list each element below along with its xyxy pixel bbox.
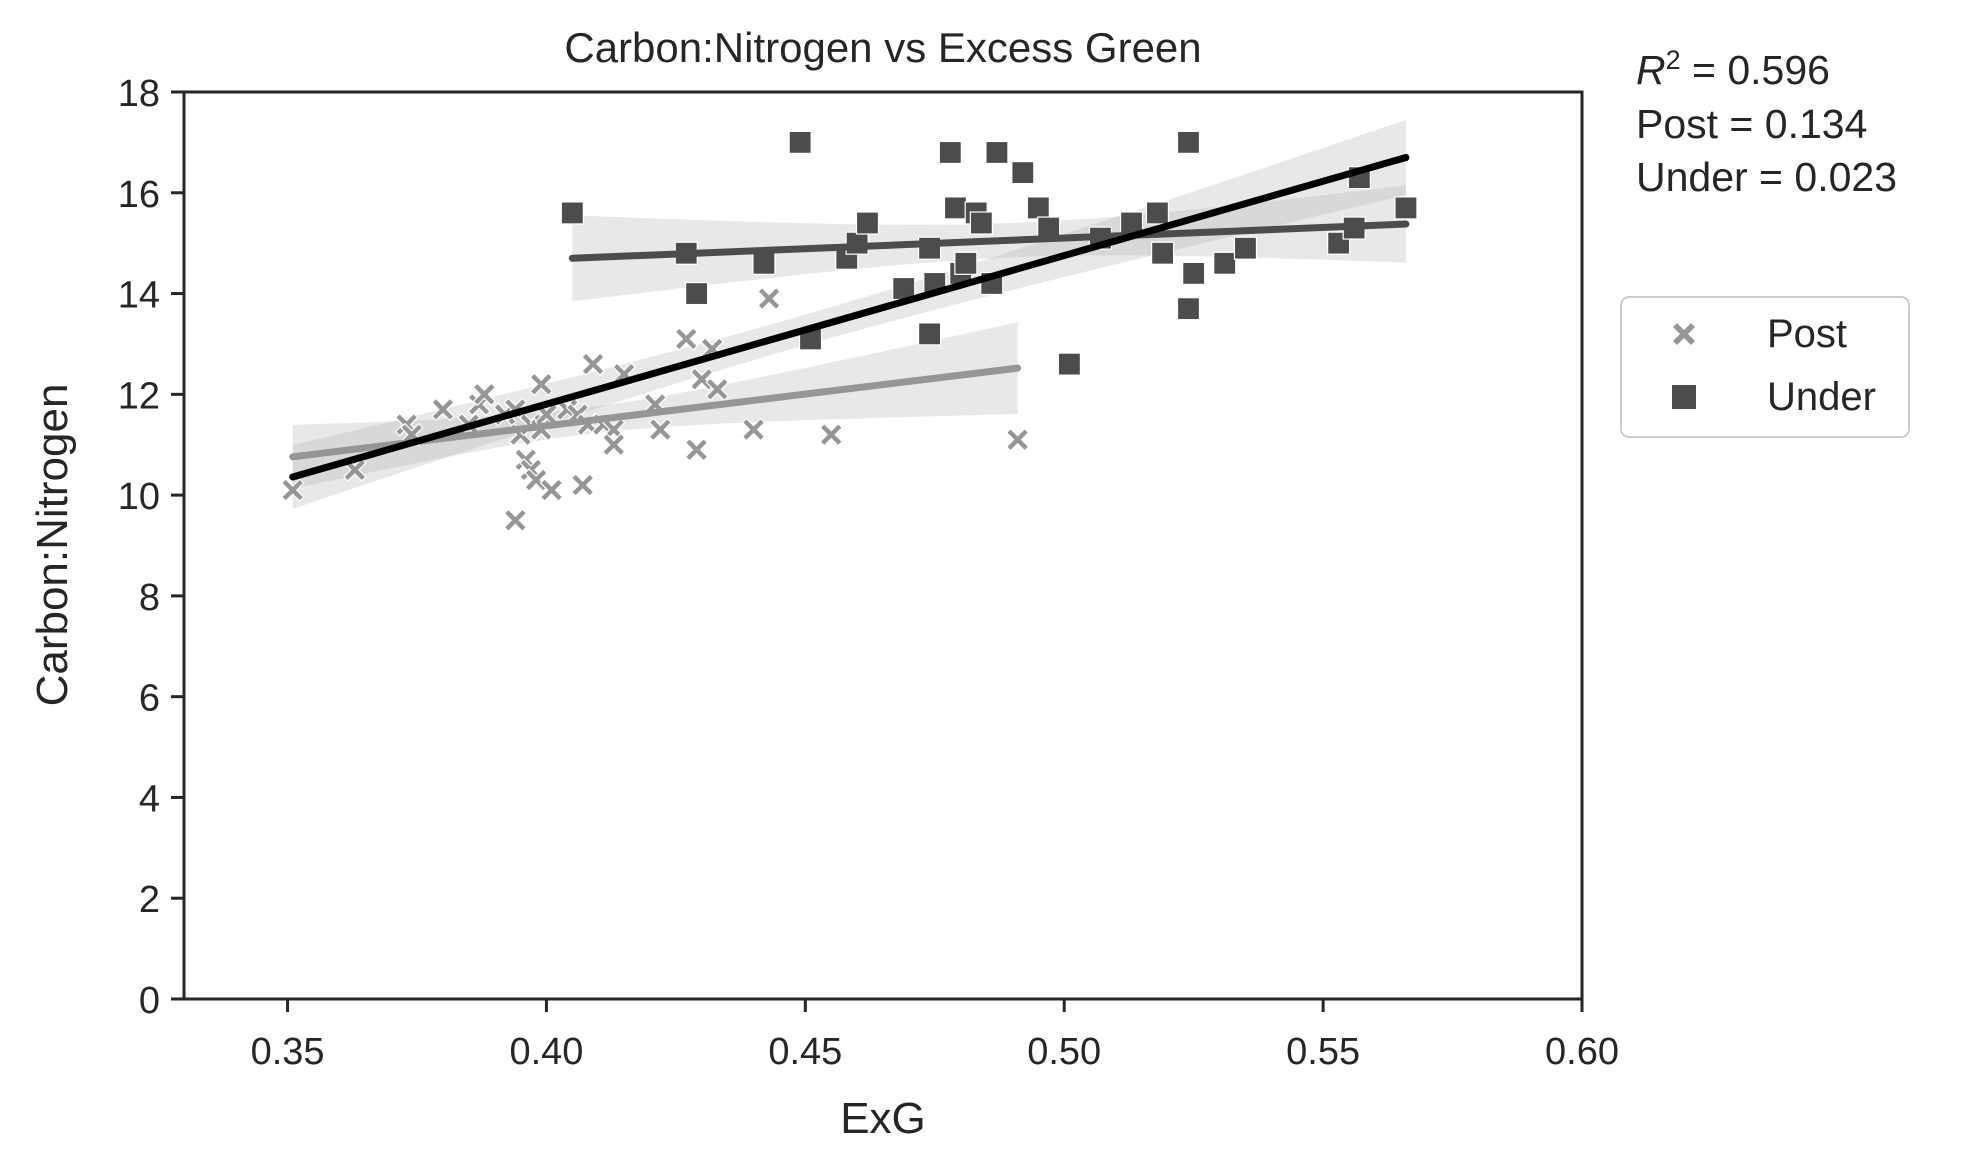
- post-point: [1005, 427, 1030, 452]
- post-point: [705, 377, 730, 402]
- under-point: [969, 211, 993, 235]
- post-point: [539, 478, 564, 502]
- plot-frame: [182, 90, 1584, 1001]
- svg-text:R2 = 0.596: R2 = 0.596: [1636, 45, 1830, 93]
- post-point: [819, 422, 844, 447]
- y-tick-label: 18: [118, 73, 160, 115]
- legend-post-label: Post: [1767, 312, 1847, 356]
- x-tick-label: 0.40: [509, 1031, 583, 1073]
- legend-post-marker-icon: [1673, 323, 1695, 345]
- under-r2-text: Under = 0.023: [1636, 154, 1897, 200]
- under-point: [560, 201, 584, 225]
- under-fit-line: [568, 220, 1410, 262]
- under-point: [684, 281, 709, 306]
- legend-under-label: Under: [1767, 375, 1876, 419]
- under-point: [1213, 251, 1237, 275]
- under-point: [943, 196, 968, 220]
- y-tick-label: 2: [139, 879, 160, 921]
- post-point: [570, 473, 595, 497]
- regression-lines: [289, 154, 1410, 481]
- under-point: [1176, 130, 1201, 154]
- post-point: [472, 382, 497, 407]
- post-point: [757, 286, 781, 311]
- y-tick-label: 14: [118, 275, 160, 317]
- r2-value: = 0.596: [1681, 47, 1830, 93]
- x-tick-label: 0.45: [768, 1031, 842, 1073]
- under-point: [938, 140, 962, 165]
- post-point: [503, 508, 528, 533]
- post-point: [280, 478, 305, 502]
- post-point: [741, 417, 766, 442]
- under-point: [985, 140, 1009, 165]
- y-tick-label: 16: [118, 174, 160, 216]
- post-point: [601, 432, 626, 457]
- y-tick-label: 6: [139, 678, 160, 720]
- under-point: [917, 322, 942, 346]
- x-tick-label: 0.60: [1545, 1031, 1619, 1073]
- under-point: [1176, 297, 1201, 321]
- post-point: [648, 417, 673, 442]
- under-point: [1182, 261, 1206, 285]
- under-point: [954, 251, 978, 275]
- legend: Post Under: [1620, 296, 1910, 438]
- r2-superscript: 2: [1666, 45, 1681, 75]
- x-tick-label: 0.50: [1027, 1031, 1101, 1073]
- under-point: [1150, 241, 1175, 265]
- x-tick-label: 0.55: [1286, 1031, 1360, 1073]
- y-tick-label: 8: [139, 577, 160, 619]
- r2-symbol: R: [1636, 47, 1666, 93]
- r2-annotation: R2 = 0.596 Post = 0.134 Under = 0.023: [1636, 45, 1897, 200]
- x-tick-label: 0.35: [251, 1031, 325, 1073]
- under-point: [1026, 196, 1050, 220]
- x-axis-ticks: 0.35 0.40 0.45 0.50 0.55 0.60: [251, 999, 1619, 1073]
- y-tick-label: 4: [139, 778, 160, 820]
- under-point: [788, 130, 812, 154]
- post-point: [684, 437, 709, 462]
- y-tick-label: 10: [118, 476, 160, 518]
- under-point: [855, 211, 880, 235]
- under-point: [1394, 196, 1418, 220]
- y-tick-label: 12: [118, 375, 160, 417]
- overall-fit-line: [289, 154, 1410, 481]
- post-point: [674, 327, 699, 351]
- legend-under-marker-icon: [1672, 385, 1696, 409]
- post-r2-text: Post = 0.134: [1636, 101, 1867, 147]
- post-point: [581, 352, 605, 376]
- under-point: [1145, 201, 1170, 225]
- x-axis-label: ExG: [840, 1094, 926, 1143]
- post-point: [343, 458, 367, 482]
- y-tick-label: 0: [139, 980, 160, 1022]
- post-point: [431, 397, 455, 422]
- y-axis-ticks: 0 2 4 6 8 10 12 14 16 18: [118, 73, 184, 1022]
- under-point: [752, 251, 776, 275]
- chart-title: Carbon:Nitrogen vs Excess Green: [564, 24, 1201, 71]
- post-point: [529, 372, 554, 397]
- under-point: [1233, 236, 1258, 260]
- y-axis-label: Carbon:Nitrogen: [28, 384, 77, 707]
- under-point: [1011, 161, 1035, 185]
- under-point: [1057, 352, 1082, 376]
